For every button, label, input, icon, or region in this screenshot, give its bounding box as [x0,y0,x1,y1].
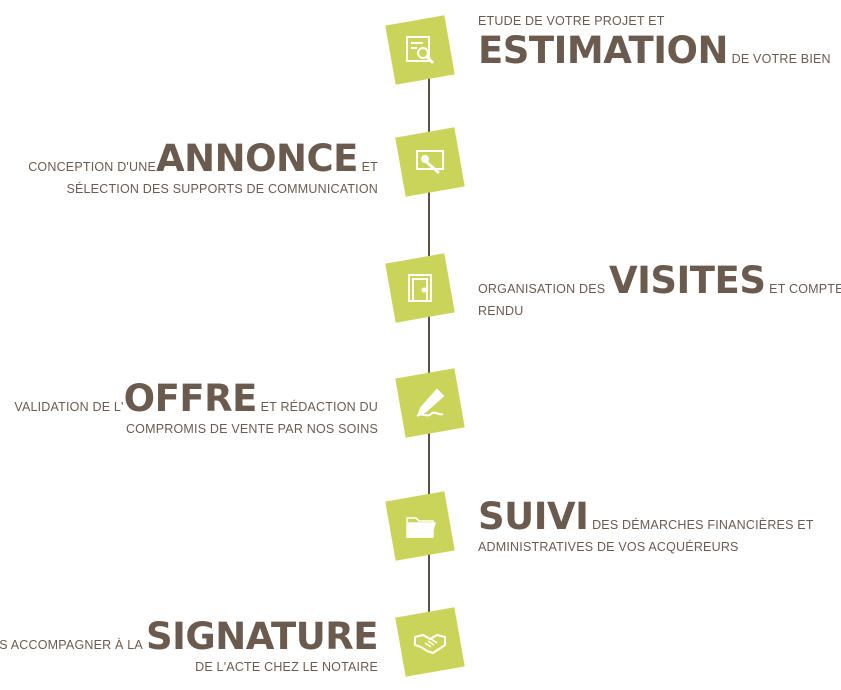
step-1-title: ESTIMATION [478,29,728,72]
key-icon [416,150,444,175]
pen-icon [416,388,445,417]
door-icon [408,274,432,302]
step-6-badge [395,607,465,677]
step-2-badge [395,127,465,197]
step-4-text: VALIDATION DE L'OFFRE ET RÉDACTION DU CO… [14,380,378,440]
step-3-text: ORGANISATION DES VISITES ET COMPTE- REND… [478,262,841,322]
step-3-title: VISITES [608,259,766,302]
step-4-title: OFFRE [123,377,258,420]
step-2-text: CONCEPTION D'UNEANNONCE ET SÉLECTION DES… [28,140,378,200]
step-5-title: SUIVI [478,495,589,538]
step-4-badge [395,368,465,438]
step-2-post: ET [361,160,378,174]
step-4-post: ET RÉDACTION DU [260,400,378,414]
step-2-line2: SÉLECTION DES SUPPORTS DE COMMUNICATION [66,182,378,196]
step-5-badge [385,491,455,561]
search-document-icon [406,36,435,65]
handshake-icon [414,633,446,655]
timeline-line [428,60,430,660]
step-4-line2: COMPROMIS DE VENTE PAR NOS SOINS [125,422,378,436]
step-4-pre: VALIDATION DE L' [14,400,124,414]
step-3-line2: RENDU [478,304,524,318]
step-1-post: DE VOTRE BIEN [731,52,831,66]
step-6-line2: DE L'ACTE CHEZ LE NOTAIRE [195,660,378,674]
step-2-title: ANNONCE [156,137,358,180]
step-3-post: ET COMPTE- [769,282,841,296]
step-5-text: SUIVI DES DÉMARCHES FINANCIÈRES ET ADMIN… [478,498,814,558]
step-1-pre: ETUDE DE VOTRE PROJET ET [478,14,665,28]
folder-icon [406,517,436,538]
step-5-post: DES DÉMARCHES FINANCIÈRES ET [592,518,814,532]
step-1-badge [385,15,455,85]
step-1-text: ETUDE DE VOTRE PROJET ET ESTIMATION DE V… [478,10,831,70]
step-3-badge [385,253,455,323]
step-6-text: VOUS ACCOMPAGNER À LA SIGNATURE DE L'ACT… [0,615,379,678]
step-3-pre: ORGANISATION DES [478,282,606,296]
step-5-line2: ADMINISTRATIVES DE VOS ACQUÉREURS [478,540,739,554]
step-6-title: SIGNATURE [145,615,379,658]
step-2-pre: CONCEPTION D'UNE [28,160,157,174]
step-6-pre: VOUS ACCOMPAGNER À LA [0,638,143,652]
